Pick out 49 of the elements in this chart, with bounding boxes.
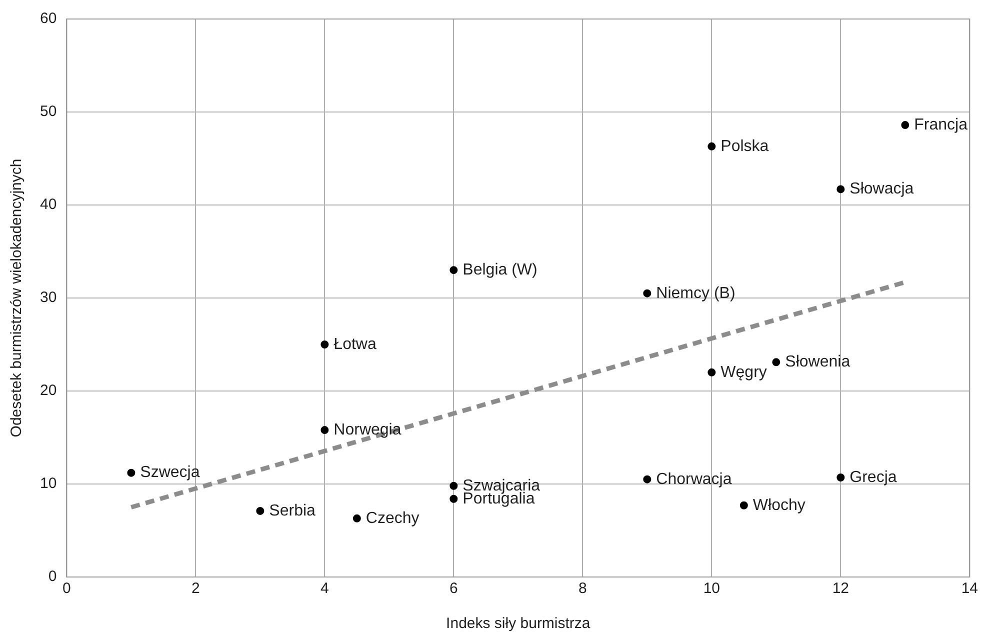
annotation: Serbia xyxy=(269,502,316,520)
x-tick-label: 6 xyxy=(450,580,458,598)
point xyxy=(450,482,458,490)
annotation: Słowacja xyxy=(850,180,914,198)
x-tick-label: 0 xyxy=(62,580,71,598)
point xyxy=(320,426,329,434)
y-tick-label: 0 xyxy=(48,568,57,586)
x-tick-label: 10 xyxy=(703,580,720,598)
point xyxy=(450,494,458,503)
x-axis-title: Indeks siły burmistrza xyxy=(446,615,591,632)
y-tick-label: 10 xyxy=(40,475,57,492)
x-tick-label: 8 xyxy=(578,580,587,598)
point xyxy=(320,340,329,348)
annotation: Polska xyxy=(720,138,769,155)
point xyxy=(708,142,716,150)
point xyxy=(643,475,652,484)
point xyxy=(740,501,748,510)
annotation: Czechy xyxy=(366,510,420,527)
y-axis-title: Odesetek burmistrzów wielokadencyjnych xyxy=(8,158,26,438)
annotation: Węgry xyxy=(720,364,767,381)
annotation: Francja xyxy=(914,116,968,134)
point xyxy=(256,506,264,515)
annotation: Słowenia xyxy=(785,354,850,371)
annotation: Grecja xyxy=(850,468,897,486)
annotation: Norwegia xyxy=(334,421,402,438)
annotation: Łotwa xyxy=(334,336,376,353)
point xyxy=(127,468,136,477)
y-tick-label: 50 xyxy=(40,103,57,120)
annotation: Szwecja xyxy=(140,464,200,482)
y-tick-label: 20 xyxy=(40,382,57,400)
y-tick-label: 60 xyxy=(40,10,57,28)
point xyxy=(643,289,652,298)
annotation: Belgia (W) xyxy=(462,262,538,279)
point xyxy=(836,185,845,194)
point xyxy=(836,473,845,482)
x-tick-label: 14 xyxy=(961,580,978,598)
y-tick-label: 40 xyxy=(40,196,57,214)
annotation: Chorwacja xyxy=(656,470,732,488)
x-tick-label: 4 xyxy=(320,580,329,598)
point xyxy=(772,358,780,366)
annotation: Włochy xyxy=(752,496,806,514)
point xyxy=(901,121,910,130)
y-tick-label: 30 xyxy=(40,289,57,306)
point xyxy=(352,514,361,522)
point xyxy=(708,368,716,376)
x-tick-label: 2 xyxy=(192,580,200,598)
x-tick-label: 12 xyxy=(832,580,850,598)
point xyxy=(450,266,458,274)
annotation: Niemcy (B) xyxy=(656,284,736,302)
